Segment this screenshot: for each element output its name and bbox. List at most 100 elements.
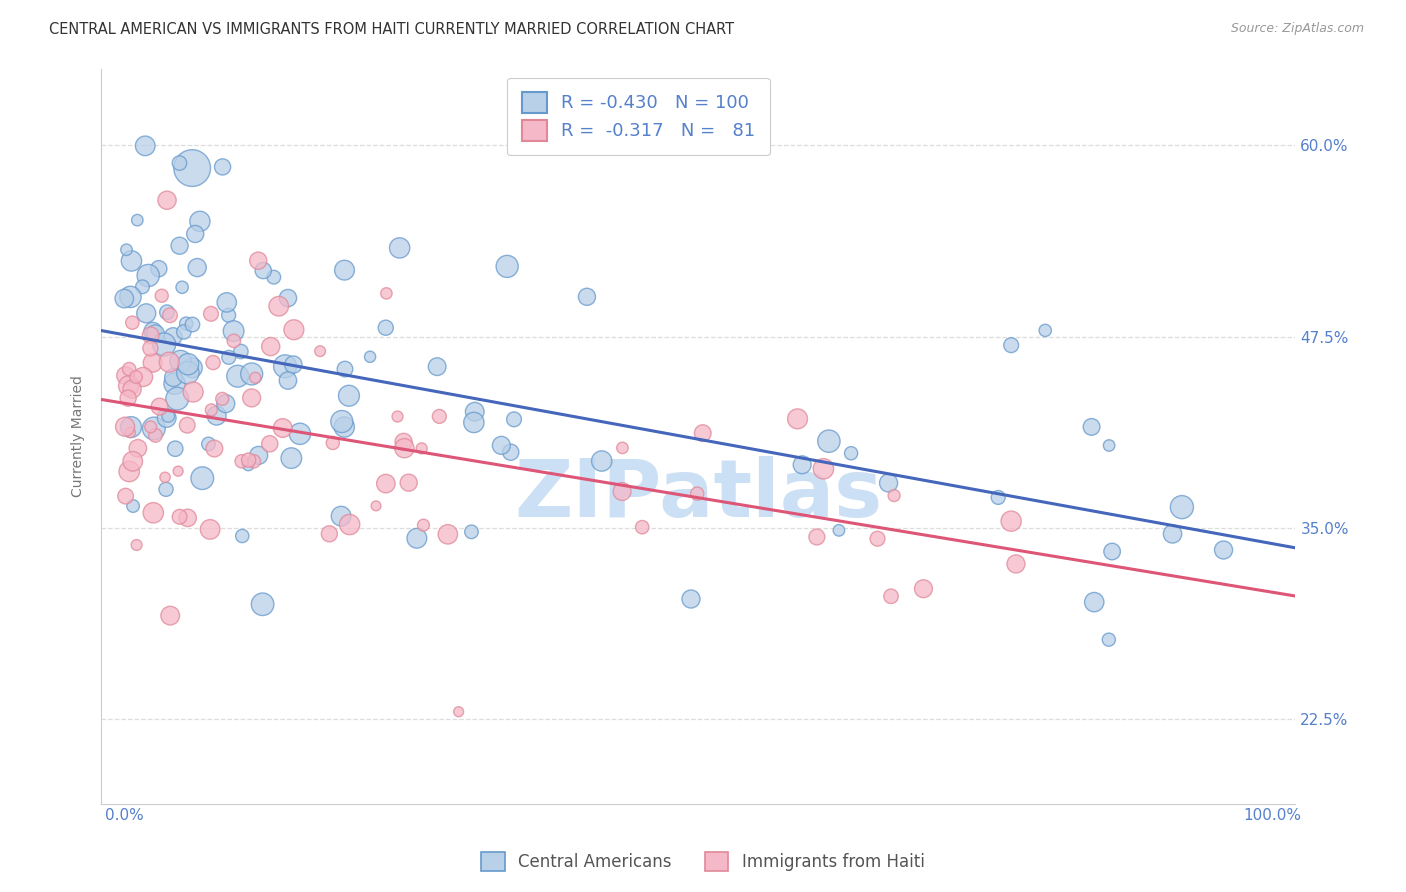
Point: [181, 318, 204, 332]
Point: [1171, 500, 1194, 515]
Point: [215, 396, 238, 410]
Point: [218, 351, 240, 365]
Point: [121, 382, 143, 396]
Point: [1161, 527, 1184, 541]
Point: [200, 307, 222, 321]
Point: [1033, 323, 1056, 337]
Point: [114, 489, 136, 503]
Point: [169, 238, 191, 252]
Point: [163, 376, 186, 391]
Text: CENTRAL AMERICAN VS IMMIGRANTS FROM HAITI CURRENTLY MARRIED CORRELATION CHART: CENTRAL AMERICAN VS IMMIGRANTS FROM HAIT…: [49, 22, 734, 37]
Legend: Central Americans, Immigrants from Haiti: Central Americans, Immigrants from Haiti: [474, 843, 932, 880]
Point: [169, 509, 191, 524]
Point: [427, 409, 450, 424]
Point: [174, 317, 197, 331]
Point: [205, 409, 228, 423]
Point: [387, 409, 409, 424]
Point: [330, 509, 353, 524]
Point: [229, 344, 252, 359]
Point: [231, 529, 253, 543]
Point: [181, 161, 204, 175]
Point: [136, 268, 159, 283]
Point: [121, 454, 143, 468]
Point: [114, 368, 136, 383]
Point: [330, 415, 353, 429]
Point: [153, 470, 176, 484]
Point: [503, 412, 526, 426]
Point: [987, 491, 1010, 505]
Point: [169, 354, 191, 368]
Point: [1098, 438, 1121, 452]
Point: [173, 325, 195, 339]
Point: [247, 253, 270, 268]
Point: [167, 464, 190, 478]
Point: [211, 160, 233, 174]
Point: [218, 308, 240, 322]
Point: [1098, 632, 1121, 647]
Point: [200, 403, 222, 417]
Point: [337, 389, 360, 403]
Point: [176, 511, 198, 525]
Point: [122, 499, 145, 513]
Point: [115, 243, 138, 257]
Point: [818, 434, 841, 449]
Point: [437, 527, 460, 541]
Point: [188, 214, 211, 228]
Point: [274, 359, 297, 374]
Point: [245, 370, 267, 384]
Point: [211, 392, 233, 406]
Point: [155, 483, 177, 497]
Point: [191, 471, 214, 485]
Point: [412, 518, 434, 533]
Point: [240, 367, 263, 381]
Point: [231, 454, 253, 468]
Point: [177, 366, 200, 380]
Point: [877, 475, 900, 490]
Point: [159, 308, 181, 322]
Point: [157, 355, 180, 369]
Point: [1083, 595, 1105, 609]
Point: [197, 437, 219, 451]
Point: [121, 254, 143, 268]
Point: [226, 369, 249, 384]
Point: [139, 341, 162, 355]
Point: [411, 442, 433, 456]
Point: [139, 420, 162, 434]
Point: [127, 442, 149, 456]
Point: [252, 597, 274, 611]
Point: [118, 465, 141, 479]
Point: [222, 324, 245, 338]
Point: [198, 522, 221, 536]
Point: [202, 442, 225, 456]
Point: [277, 374, 299, 388]
Point: [165, 442, 187, 456]
Point: [150, 289, 173, 303]
Point: [176, 418, 198, 433]
Point: [222, 334, 245, 348]
Point: [132, 370, 155, 384]
Point: [114, 419, 136, 434]
Point: [202, 355, 225, 369]
Point: [839, 446, 862, 460]
Point: [148, 261, 170, 276]
Point: [184, 227, 207, 241]
Point: [172, 280, 194, 294]
Point: [159, 608, 181, 623]
Point: [1005, 557, 1028, 571]
Point: [813, 462, 835, 476]
Point: [398, 475, 420, 490]
Text: Source: ZipAtlas.com: Source: ZipAtlas.com: [1230, 22, 1364, 36]
Point: [866, 532, 889, 546]
Point: [333, 263, 356, 277]
Point: [243, 454, 266, 468]
Point: [153, 337, 176, 351]
Point: [679, 592, 702, 607]
Point: [499, 445, 522, 459]
Point: [238, 458, 260, 472]
Point: [156, 411, 179, 425]
Point: [240, 391, 263, 405]
Point: [912, 582, 935, 596]
Point: [134, 139, 156, 153]
Point: [375, 286, 398, 301]
Point: [121, 316, 143, 330]
